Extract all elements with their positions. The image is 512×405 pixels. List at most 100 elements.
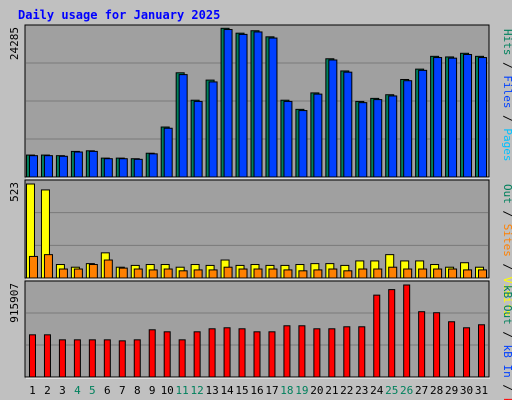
bar-middle-sites-day-25 — [388, 266, 398, 279]
bar-bottom-kb-f-day-6 — [103, 339, 111, 378]
bar-middle-sites-day-6 — [103, 259, 113, 279]
bar-middle-sites-day-10 — [163, 268, 173, 279]
x-tick-label-day-15: 15 — [235, 384, 248, 397]
x-tick-label-day-6: 6 — [104, 384, 111, 397]
x-tick-label-day-24: 24 — [370, 384, 384, 397]
bar-bottom-kb-f-day-30 — [463, 327, 471, 378]
x-tick-label-day-29: 29 — [445, 384, 458, 397]
bar-top-files-day-29 — [448, 57, 458, 178]
x-tick-label-day-7: 7 — [119, 384, 126, 397]
bar-bottom-kb-f-day-28 — [433, 312, 441, 378]
bar-top-files-day-18 — [283, 100, 293, 178]
bar-top-files-day-21 — [328, 59, 338, 178]
x-tick-label-day-2: 2 — [44, 384, 51, 397]
bar-bottom-kb-f-day-5 — [88, 339, 96, 378]
bar-top-files-day-12 — [193, 100, 203, 178]
bar-middle-sites-day-11 — [178, 270, 188, 279]
x-tick-label-day-25: 25 — [385, 384, 398, 397]
bar-bottom-kb-f-day-21 — [328, 328, 336, 378]
x-tick-label-day-18: 18 — [280, 384, 293, 397]
bar-bottom-kb-f-day-13 — [208, 328, 216, 378]
x-tick-label-day-11: 11 — [176, 384, 189, 397]
bar-middle-sites-day-21 — [328, 268, 338, 279]
bar-bottom-kb-f-day-4 — [73, 339, 81, 378]
bar-top-files-day-25 — [388, 95, 398, 178]
x-axis-day-labels: 1 2 3 4 5 6 7 8 9 10 11 12 13 14 15 16 17 18 19 20 21 22 23 24 2… — [29, 384, 488, 397]
legend-separator: / — [501, 325, 512, 345]
bar-bottom-kb-f-day-22 — [343, 326, 351, 378]
bar-top-files-day-10 — [163, 127, 173, 178]
x-tick-label-day-21: 21 — [325, 384, 338, 397]
x-tick-label-day-22: 22 — [340, 384, 353, 397]
x-tick-label-day-17: 17 — [265, 384, 278, 397]
bar-top-files-day-30 — [463, 54, 473, 178]
bar-bottom-kb-f-day-27 — [418, 311, 426, 378]
bar-middle-sites-day-22 — [343, 270, 353, 279]
bar-middle-sites-day-30 — [463, 269, 473, 279]
bar-top-files-day-3 — [58, 155, 68, 178]
x-tick-label-day-4: 4 — [74, 384, 81, 397]
bar-top-files-day-9 — [148, 153, 158, 178]
bar-middle-sites-day-4 — [73, 268, 83, 279]
bar-top-files-day-6 — [103, 158, 113, 178]
bar-top-files-day-24 — [373, 99, 383, 178]
legend-separator: / — [501, 204, 512, 224]
x-tick-label-day-28: 28 — [430, 384, 443, 397]
x-tick-label-day-5: 5 — [89, 384, 96, 397]
x-tick-label-day-26: 26 — [400, 384, 413, 397]
panel-middle-max-label: 523 — [8, 182, 21, 202]
bar-middle-sites-day-9 — [148, 269, 158, 279]
bar-top-files-day-19 — [298, 110, 308, 178]
chart-title: Daily usage for January 2025 — [18, 8, 220, 22]
bar-bottom-kb-f-day-17 — [268, 331, 276, 378]
x-tick-label-day-23: 23 — [355, 384, 368, 397]
bar-top-files-day-13 — [208, 81, 218, 178]
bar-middle-sites-day-13 — [208, 269, 218, 279]
bar-middle-sites-day-8 — [133, 268, 143, 279]
bar-middle-sites-day-12 — [193, 269, 203, 279]
bar-bottom-kb-f-day-29 — [448, 321, 456, 378]
bar-top-files-day-8 — [133, 158, 143, 178]
bar-bottom-kb-f-day-19 — [298, 325, 306, 378]
legend-entry-sites: Sites — [501, 224, 512, 257]
x-tick-label-day-27: 27 — [415, 384, 428, 397]
bar-top-files-day-5 — [88, 150, 98, 178]
legend-separator: / — [501, 56, 512, 76]
bar-middle-sites-day-5 — [88, 264, 98, 279]
bar-top-files-day-20 — [313, 93, 323, 178]
bar-bottom-kb-f-day-9 — [148, 329, 156, 378]
legend-entry-pages: Pages — [501, 128, 512, 161]
legend-entry-kb-in: kB In — [501, 345, 512, 378]
bar-bottom-kb-f-day-12 — [193, 331, 201, 378]
legend-separator: / — [501, 378, 512, 398]
bar-top-files-day-26 — [403, 80, 413, 178]
bar-top-files-day-2 — [43, 155, 53, 178]
bar-bottom-kb-f-day-25 — [388, 289, 396, 378]
bar-top-files-day-31 — [478, 57, 488, 178]
panel-bottom-max-label: 915907 — [8, 283, 21, 323]
x-tick-label-day-14: 14 — [220, 384, 234, 397]
x-tick-label-day-31: 31 — [475, 384, 488, 397]
bar-bottom-kb-f-day-10 — [163, 331, 171, 378]
panel-bottom-legend: kB Out / kB In / kB F — [501, 285, 512, 400]
bar-middle-sites-day-27 — [418, 268, 428, 279]
bar-bottom-kb-f-day-3 — [58, 339, 66, 378]
bar-middle-sites-day-23 — [358, 268, 368, 279]
x-tick-label-day-13: 13 — [205, 384, 218, 397]
panel-top-max-label: 24285 — [8, 27, 21, 60]
bar-middle-sites-day-20 — [313, 269, 323, 279]
x-tick-label-day-30: 30 — [460, 384, 473, 397]
bar-top-files-day-17 — [268, 37, 278, 178]
bar-bottom-kb-f-day-18 — [283, 325, 291, 378]
bar-middle-sites-day-19 — [298, 270, 308, 279]
bar-top-files-day-23 — [358, 102, 368, 178]
legend-entry-visits: Visits — [501, 277, 512, 317]
x-tick-label-day-19: 19 — [295, 384, 308, 397]
bar-top-files-day-1 — [28, 155, 38, 178]
legend-entry-hits: Hits — [501, 29, 512, 56]
x-tick-label-day-9: 9 — [149, 384, 156, 397]
legend-entry-out: Out — [501, 184, 512, 204]
bar-top-files-day-16 — [253, 31, 263, 178]
